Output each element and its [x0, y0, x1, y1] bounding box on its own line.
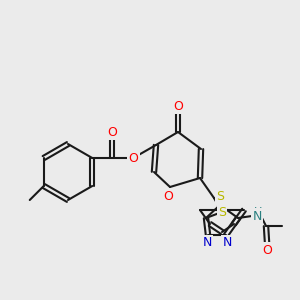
Text: H: H — [254, 207, 262, 217]
Text: N: N — [202, 236, 212, 250]
Text: N: N — [222, 236, 232, 250]
Text: N: N — [252, 209, 262, 223]
Text: O: O — [262, 244, 272, 256]
Text: O: O — [163, 190, 173, 202]
Text: O: O — [107, 125, 117, 139]
Text: O: O — [128, 152, 138, 164]
Text: S: S — [216, 190, 224, 203]
Text: O: O — [173, 100, 183, 112]
Text: S: S — [218, 206, 226, 220]
